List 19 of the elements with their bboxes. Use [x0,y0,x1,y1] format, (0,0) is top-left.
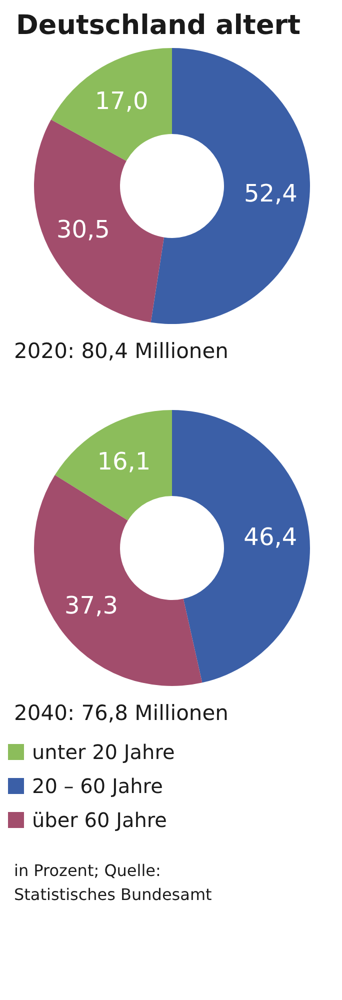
chart-title: Deutschland altert [16,10,302,41]
data-label: 52,4 [244,180,298,208]
donut-slice [34,120,164,322]
donut-slice [51,48,172,161]
text: 2040: 76,8 Millionen [14,701,230,725]
donut-slice [150,48,310,324]
donut-slice [172,410,310,683]
donut-slice [34,475,202,686]
legend-label: über 60 Jahre [32,807,167,834]
text: 2020: 80,4 Millionen [14,339,230,363]
text: in Prozent; Quelle: Statistisches Bundesamt [14,860,213,906]
data-label: 46,4 [244,523,298,552]
data-label: 37,3 [64,591,118,620]
data-label: 30,5 [56,216,110,244]
data-label: 16,1 [97,447,151,476]
data-label: 17,0 [94,86,148,115]
legend-label: unter 20 Jahre [32,739,175,766]
donut-slice [54,410,172,521]
legend-label: 20 – 60 Jahre [32,773,163,800]
